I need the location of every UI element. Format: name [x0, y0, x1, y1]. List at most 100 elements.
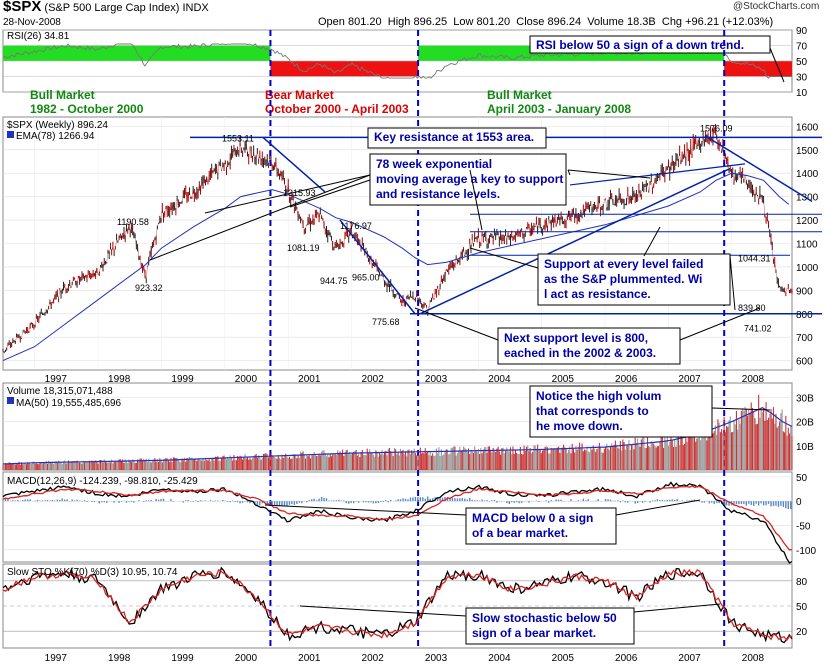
sto-annotation-box [465, 607, 635, 645]
regime-label: Bull Market [487, 88, 552, 102]
index-name: (S&P 500 Large Cap Index) [44, 2, 180, 14]
volume-tick-label: 30B [796, 394, 814, 405]
macd-annotation: MACD below 0 a sign [472, 511, 593, 525]
sto-annotation: sign of a bear market. [472, 626, 596, 640]
volume-ma-legend: MA(50) 19,555,485,696 [16, 398, 122, 409]
rsi-tick-label: 30 [796, 73, 808, 84]
trend-line-up [419, 167, 731, 315]
price-tick-label: 1100 [796, 240, 818, 251]
macd-annotation-pointer [264, 504, 467, 516]
price-year-label: 2001 [298, 374, 321, 385]
price-value-label: 1081.19 [287, 243, 320, 253]
ohlc-readout: Open 801.20 High 896.25 Low 801.20 Close… [318, 16, 774, 28]
volume-value: 18.3B [627, 16, 656, 28]
change-value: +96.21 (+12.03%) [685, 16, 774, 28]
price-year-label: 2006 [615, 374, 638, 385]
support-annotation-box [537, 253, 731, 306]
ema-annotation: and resistance levels. [376, 187, 500, 201]
macd-legend: MACD(12,26,9) -124.239, -98.810, -25.429 [7, 476, 198, 487]
sto-tick-label: 80 [796, 577, 808, 588]
rsi-tick-label: 50 [796, 57, 808, 68]
regime-period: 1982 - October 2000 [30, 102, 144, 116]
header-left: $SPX (S&P 500 Large Cap Index) INDX [3, 0, 209, 15]
ema-legend: EMA(78) 1266.94 [16, 131, 95, 142]
open-value: 801.20 [347, 16, 382, 28]
price-year-label: 2005 [552, 374, 575, 385]
resistance-annotation-box [367, 127, 547, 149]
macd-tick-label: -50 [796, 522, 811, 533]
volume-tick-label: 10B [796, 442, 814, 453]
ema-annotation: 78 week exponential [376, 157, 492, 171]
price-value-label: 741.02 [744, 324, 772, 334]
bottom-year-label: 2000 [235, 653, 258, 664]
support-annotation: Support at every level failed [544, 257, 703, 271]
price-tick-label: 700 [796, 333, 813, 344]
annotation-pointer [289, 179, 371, 208]
sto-annotation-pointer [299, 605, 467, 617]
support-annotation: l act as resistance. [544, 287, 651, 301]
source-credit[interactable]: @StockCharts.com [733, 1, 820, 12]
sto-annotation: Slow stochastic below 50 [472, 611, 617, 625]
bottom-year-label: 2001 [298, 653, 321, 664]
price-value-label: 1576.09 [700, 124, 733, 134]
price-value-label: 1315.93 [283, 188, 316, 198]
next-support-annotation: Next support level is 800, [504, 331, 648, 345]
annotation-pointer [204, 174, 371, 214]
symbol: $SPX [3, 0, 42, 15]
price-value-label: 923.32 [135, 283, 163, 293]
price-value-label: 1044.31 [738, 254, 771, 264]
macd-annotation-box [465, 507, 617, 545]
bottom-year-label: 2003 [425, 653, 448, 664]
high-value: 896.25 [413, 16, 448, 28]
bottom-year-label: 2007 [678, 653, 701, 664]
bottom-year-label: 2006 [615, 653, 638, 664]
price-year-label: 2008 [742, 374, 765, 385]
annotation-pointer [567, 169, 571, 176]
volume-annotation-box [529, 385, 713, 438]
annotation-pointer [729, 255, 736, 311]
volume-ma-line [2, 407, 793, 465]
sto-d-line [2, 568, 793, 642]
trend-line-down-2008 [704, 135, 813, 202]
trend-line-down-2002 [339, 219, 416, 315]
macd-annotation-pointer [615, 499, 701, 516]
resistance-annotation: Key resistance at 1553 area. [374, 130, 534, 144]
price-tick-label: 1200 [796, 216, 819, 227]
regime-label: Bull Market [30, 88, 95, 102]
regime-period: October 2000 - April 2003 [265, 102, 409, 116]
ema-legend-swatch [7, 131, 14, 138]
sto-tick-label: 20 [796, 627, 808, 638]
price-value-label: 839.80 [738, 303, 766, 313]
price-year-label: 2007 [678, 374, 701, 385]
sto-legend: Slow STO %K(70) %D(3) 10.95, 10.74 [7, 567, 178, 578]
bottom-year-label: 1999 [171, 653, 194, 664]
low-value: 801.20 [476, 16, 511, 28]
support-annotation: as the S&P plummented. Wi [544, 272, 702, 286]
rsi-tick-label: 10 [796, 88, 808, 99]
exchange: INDX [182, 2, 209, 14]
annotation-pointer [414, 307, 499, 341]
volume-annotation: Notice the high volum [536, 389, 661, 403]
price-year-label: 1999 [171, 374, 194, 385]
bottom-year-label: 2002 [362, 653, 385, 664]
next-support-annotation-box [497, 327, 681, 365]
volume-annotation: he move down. [536, 419, 623, 433]
price-tick-label: 1400 [796, 169, 819, 180]
next-support-annotation: eached in the 2002 & 2003. [504, 346, 656, 360]
annotation-pointer [567, 169, 651, 179]
annotation-pointer [469, 169, 483, 231]
bottom-year-label: 2008 [742, 653, 765, 664]
rsi-title: RSI(26) 34.81 [7, 31, 70, 42]
price-value-label: 1176.97 [340, 221, 372, 231]
ema-annotation: moving average a key to support [376, 172, 563, 186]
volume-ma-swatch [7, 397, 14, 404]
macd-tick-label: 50 [796, 473, 808, 484]
regime-period: April 2003 - January 2008 [487, 102, 631, 116]
price-year-label: 1997 [45, 374, 68, 385]
macd-signal-line [2, 485, 793, 551]
ema78-line [2, 172, 790, 362]
annotation-pointer [469, 247, 539, 269]
macd-annotation: of a bear market. [472, 526, 568, 540]
rsi-regime-band [270, 61, 419, 77]
rsi-regime-band [724, 61, 792, 77]
